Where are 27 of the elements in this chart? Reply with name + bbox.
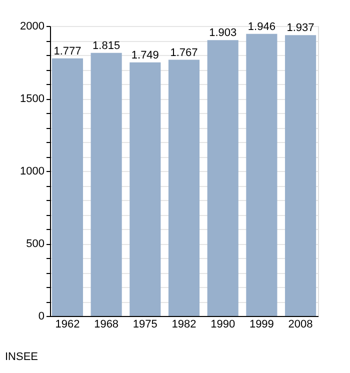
bar [207, 40, 238, 316]
x-tick-label: 1982 [172, 318, 196, 330]
x-tick-label: 1968 [94, 318, 119, 330]
x-tick-label: 1975 [132, 318, 158, 330]
bar [246, 34, 278, 316]
text: INSEE [5, 351, 38, 363]
y-tick-label: 1500 [20, 93, 44, 105]
data-label: 1.903 [209, 27, 237, 40]
data-label: 1.815 [92, 40, 120, 52]
data-label: 1.937 [286, 22, 314, 34]
data-label: 1.777 [54, 45, 82, 58]
x-tick-label: 1999 [249, 318, 274, 330]
data-label: 1.946 [248, 20, 276, 33]
y-tick-label: 2000 [20, 20, 44, 32]
bar [90, 52, 122, 316]
y-tick-label: 500 [26, 238, 44, 250]
bar [130, 62, 161, 316]
bar [52, 58, 84, 316]
data-label: 1.749 [131, 49, 159, 62]
data-label: 1.767 [170, 46, 198, 59]
bar [168, 60, 200, 316]
x-tick-label: 1962 [55, 318, 80, 330]
bar [284, 35, 316, 316]
y-tick-label: 1000 [20, 166, 44, 178]
x-tick-label: 2008 [288, 318, 313, 330]
x-tick-label: 1990 [210, 318, 236, 330]
y-tick-label: 0 [38, 310, 44, 322]
